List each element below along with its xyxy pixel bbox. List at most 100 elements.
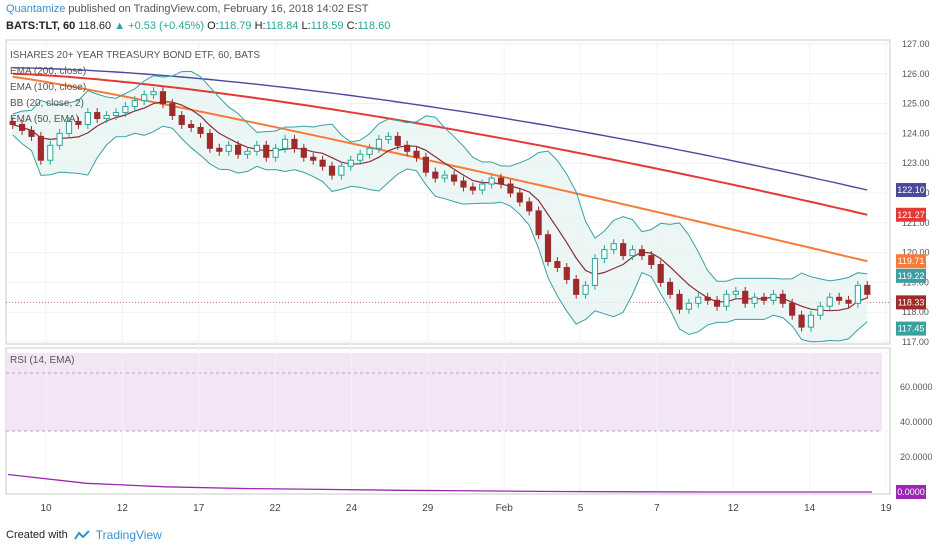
price-tag	[896, 207, 926, 222]
candle-body	[479, 183, 486, 191]
tradingview-logo-icon	[73, 530, 90, 540]
candles[interactable]	[9, 87, 871, 332]
candle-body	[845, 299, 852, 304]
candle-body	[432, 171, 439, 179]
candle-body	[244, 150, 251, 155]
candle-body	[713, 299, 721, 307]
x-tick-label: 17	[193, 503, 205, 514]
candle-body	[582, 284, 589, 295]
brand[interactable]: TradingView	[95, 528, 162, 542]
rsi-band	[6, 353, 882, 431]
rsi-tick-label: 20.0000	[900, 452, 932, 462]
candle-body	[413, 150, 420, 158]
candle-body	[516, 192, 523, 203]
candle-body	[197, 126, 204, 134]
candle-body	[188, 123, 195, 128]
candle-body	[84, 112, 91, 125]
candle-body	[760, 296, 768, 301]
candle-body	[695, 296, 702, 304]
candle-body	[807, 314, 815, 328]
candle-body	[864, 284, 871, 295]
price-tag	[896, 321, 926, 336]
legend-ema50[interactable]: EMA (50, EMA)	[10, 114, 79, 125]
rsi-tag-label: 0.0000	[897, 487, 925, 497]
time-axis[interactable]: 10 12 17 22 24 29 Feb 5 7 12 14 19	[40, 503, 892, 514]
rsi-axis[interactable]: 20.0000 40.0000 60.0000	[900, 382, 932, 462]
candle-body	[47, 144, 54, 161]
candle-body	[704, 296, 711, 301]
candle-body	[300, 147, 307, 158]
candle-body	[854, 284, 861, 304]
candle-body	[751, 296, 758, 304]
legend-bb[interactable]: BB (20, close, 2)	[10, 98, 84, 109]
x-tick-label: 14	[804, 503, 816, 514]
y-tick-label: 118.00	[902, 307, 929, 317]
candle-body	[826, 296, 833, 307]
candle-body	[460, 180, 467, 188]
ema100-line	[12, 72, 868, 216]
candle-body	[131, 100, 138, 108]
candle-body	[366, 147, 373, 155]
x-tick-label: 24	[346, 503, 358, 514]
candle-body	[497, 177, 505, 185]
footer: Created with TradingView	[6, 528, 162, 542]
candle-body	[56, 132, 63, 146]
candle-body	[817, 305, 824, 316]
candle-body	[404, 144, 411, 152]
candle-body	[488, 177, 495, 185]
candle-body	[338, 165, 345, 176]
author-link[interactable]: Quantamize	[6, 3, 66, 15]
published-text: published on TradingView.com, February 1…	[68, 3, 369, 15]
legend-ema100[interactable]: EMA (100, close)	[10, 82, 86, 93]
candle-body	[347, 159, 354, 167]
candle-body	[620, 243, 627, 257]
close-value: 118.60	[357, 20, 391, 32]
candle-body	[328, 165, 336, 176]
candle-body	[836, 296, 843, 301]
candle-body	[253, 144, 260, 152]
legend-ema200[interactable]: EMA (200, close)	[10, 66, 86, 77]
x-tick-label: 22	[270, 503, 282, 514]
candle-body	[122, 106, 129, 114]
bollinger-band-fill	[12, 71, 868, 342]
y-tick-label: 126.00	[902, 69, 930, 79]
last-price: 118.60	[78, 20, 112, 32]
candle-body	[723, 293, 730, 307]
candle-body	[770, 293, 777, 301]
y-tick-label: 121.00	[902, 218, 930, 228]
price-tag	[896, 295, 926, 310]
candle-body	[103, 115, 110, 119]
candle-body	[685, 302, 692, 310]
y-tick-label: 127.00	[902, 39, 930, 49]
candle-body	[742, 290, 749, 304]
candle-body	[789, 302, 796, 316]
candle-body	[544, 234, 552, 263]
open-value: 118.79	[218, 20, 252, 32]
candle-body	[507, 183, 514, 194]
candle-body	[272, 147, 279, 158]
candle-body	[798, 314, 805, 328]
candle-body	[206, 132, 213, 149]
candle-body	[141, 94, 148, 102]
rsi-title[interactable]: RSI (14, EMA)	[10, 355, 74, 366]
candle-body	[281, 138, 289, 149]
price-tag-label: 118.33	[898, 297, 925, 307]
rsi-line: 0.0000	[7, 473, 926, 499]
candle-body	[422, 156, 429, 173]
candle-body	[573, 278, 580, 295]
change: +0.53 (+0.45%)	[128, 20, 205, 32]
candle-body	[563, 267, 570, 280]
candle-body	[357, 153, 364, 161]
rsi-path	[7, 473, 872, 493]
candle-body	[375, 138, 383, 149]
x-tick-label: 12	[728, 503, 740, 514]
price-tag	[896, 268, 926, 283]
low-label: L:	[301, 20, 311, 32]
x-tick-label: 12	[117, 503, 129, 514]
rsi-tick-label: 40.0000	[900, 417, 932, 427]
x-tick-label: 10	[40, 503, 52, 514]
up-arrow-icon: ▲	[114, 20, 126, 32]
x-tick-label: Feb	[496, 503, 514, 514]
legend: ISHARES 20+ YEAR TREASURY BOND ETF, 60, …	[10, 50, 260, 366]
